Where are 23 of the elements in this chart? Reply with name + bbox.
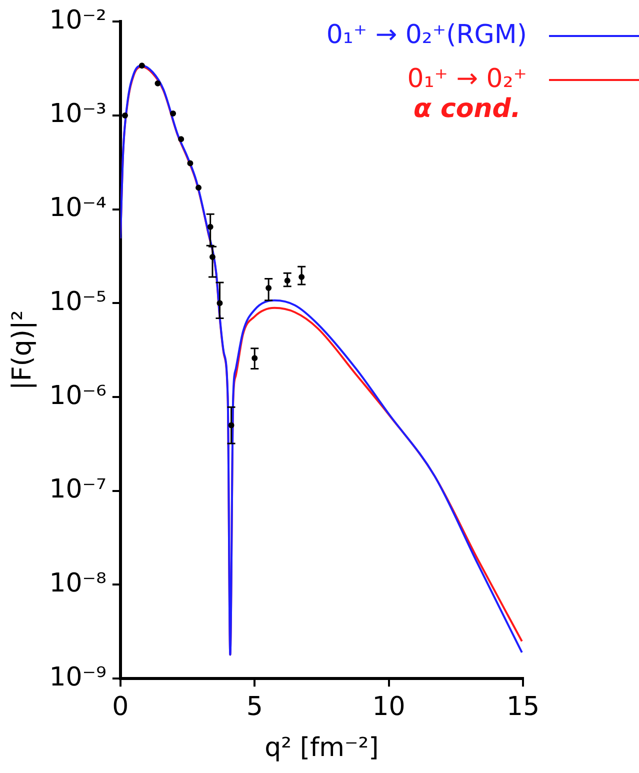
point [122,112,128,118]
point [178,136,184,142]
x-tick-label: 10 [372,692,406,722]
point [154,80,161,86]
x-tick-label: 5 [246,692,263,722]
y-tick-label: 10⁻² [49,5,106,36]
x-axis-title: q² [fm⁻²] [264,733,379,764]
x-tick-label: 15 [506,692,540,722]
legend-label: 0₁⁺ → 0₂⁺(RGM) [326,20,527,50]
y-tick-label: 10⁻⁷ [49,474,106,505]
y-tick-label: 10⁻⁴ [49,193,106,224]
y-axis-title: |F(q)|² [7,310,38,390]
y-tick-label: 10⁻³ [49,99,106,130]
y-tick-label: 10⁻⁸ [49,568,106,598]
y-tick-label: 10⁻⁶ [49,380,106,411]
legend-label: 0₁⁺ → 0₂⁺ α cond. [407,64,527,124]
point [138,62,145,69]
x-tick-label: 0 [112,692,129,722]
point [187,160,194,166]
point [170,110,176,116]
y-tick-label: 10⁻⁵ [49,286,106,317]
point [196,184,202,191]
y-tick-label: 10⁻⁹ [49,662,106,692]
